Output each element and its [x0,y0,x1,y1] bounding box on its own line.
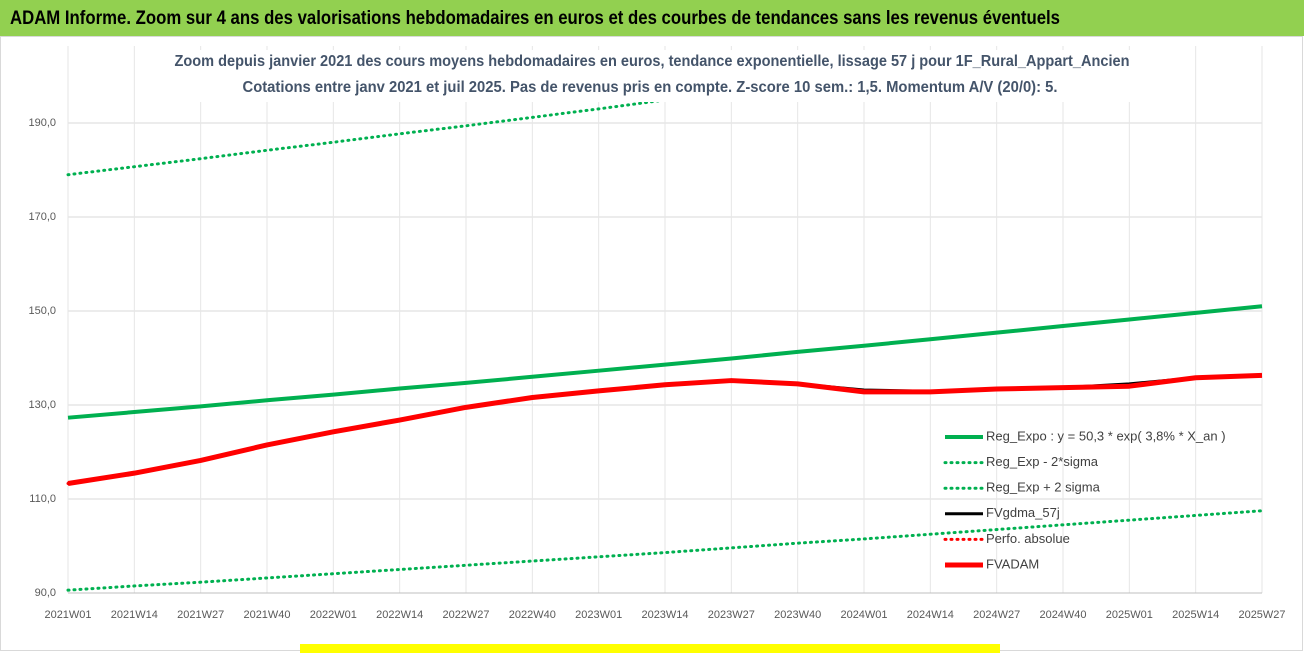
legend-label: FVgdma_57j [986,505,1060,520]
y-tick-label: 190,0 [28,117,56,129]
legend-label: FVADAM [986,556,1039,571]
title-background [180,50,1130,102]
header-bar [0,0,1304,36]
y-tick-label: 130,0 [28,399,56,411]
x-tick-label: 2022W14 [376,609,423,621]
x-tick-label: 2024W40 [1039,609,1086,621]
x-tick-label: 2024W27 [973,609,1020,621]
x-tick-label: 2021W40 [243,609,290,621]
y-tick-label: 110,0 [29,493,56,505]
x-tick-label: 2024W01 [840,609,887,621]
y-tick-label: 170,0 [28,211,56,223]
x-tick-label: 2025W01 [1106,609,1153,621]
x-tick-label: 2023W01 [575,609,622,621]
series-line [67,304,1263,420]
y-tick-label: 90,0 [35,587,56,599]
series-line [66,509,1264,592]
x-tick-label: 2021W27 [177,609,224,621]
footer-bar [300,644,1000,653]
x-tick-label: 2022W27 [442,609,489,621]
page-title: ADAM Informe. Zoom sur 4 ans des valoris… [10,8,1060,29]
legend-label: Perfo. absolue [986,531,1070,546]
x-tick-label: 2023W40 [774,609,821,621]
series-line [67,372,1263,486]
x-tick-label: 2022W01 [310,609,357,621]
x-tick-label: 2023W27 [708,609,755,621]
x-tick-label: 2021W01 [44,609,91,621]
x-tick-label: 2025W27 [1238,609,1285,621]
chart-subtitle: Cotations entre janv 2021 et juil 2025. … [243,79,1058,96]
y-tick-label: 150,0 [28,305,56,317]
x-tick-label: 2022W40 [509,609,556,621]
legend-label: Reg_Exp + 2 sigma [986,480,1101,495]
x-tick-label: 2021W14 [111,609,158,621]
chart-title: Zoom depuis janvier 2021 des cours moyen… [175,53,1130,70]
legend-label: Reg_Exp - 2*sigma [986,454,1099,469]
x-tick-label: 2024W14 [907,609,954,621]
legend-label: Reg_Expo : y = 50,3 * exp( 3,8% * X_an ) [986,428,1226,443]
x-tick-label: 2025W14 [1172,609,1219,621]
x-tick-label: 2023W14 [641,609,688,621]
